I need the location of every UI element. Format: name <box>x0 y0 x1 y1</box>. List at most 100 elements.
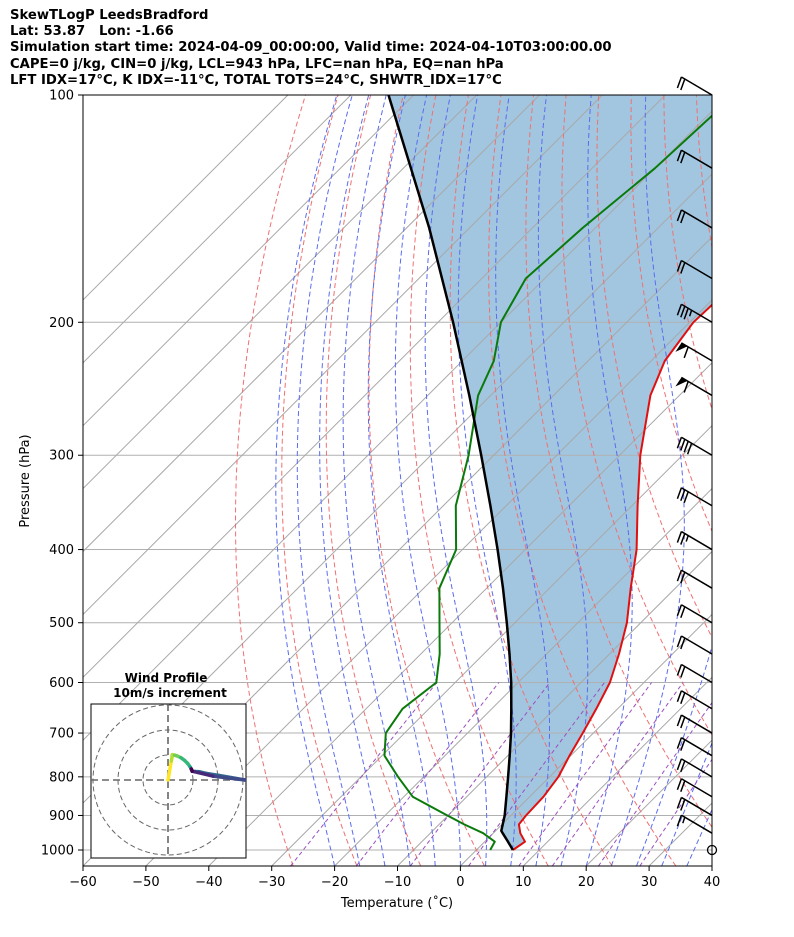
mixing-ratio-line <box>551 682 684 866</box>
isotherm-line <box>83 95 352 364</box>
barb-staff <box>681 758 713 778</box>
barb-full <box>680 606 686 618</box>
barb-full <box>676 690 683 703</box>
y-tick-label: 300 <box>49 449 74 464</box>
isotherm-line <box>460 613 712 866</box>
barb-full <box>683 440 689 453</box>
dry-adiabat <box>449 95 613 866</box>
y-tick-label: 200 <box>49 316 74 331</box>
moist-adiabat <box>367 95 436 866</box>
isotherm-line <box>83 95 540 553</box>
dry-adiabat <box>488 95 677 866</box>
inset-title: Wind Profile <box>125 671 208 685</box>
dry-adiabat <box>409 95 549 866</box>
barb-staff <box>681 663 713 684</box>
barb-full <box>683 308 689 320</box>
wind-barb <box>676 737 713 757</box>
barb-full <box>676 436 683 449</box>
isotherm-line <box>522 676 712 866</box>
wind-barb <box>676 604 713 624</box>
moist-adiabat <box>495 95 550 866</box>
cin-shade-area <box>388 95 712 850</box>
wind-barb <box>676 635 713 655</box>
dry-adiabat <box>561 95 712 736</box>
isotherm-line <box>775 95 794 866</box>
barb-staff <box>681 796 713 817</box>
barb-full <box>676 737 683 749</box>
wind-barb <box>675 342 713 362</box>
barb-staff <box>681 303 713 323</box>
barb-full <box>676 714 683 727</box>
barb-staff <box>681 814 713 834</box>
isotherm-line <box>711 865 712 866</box>
barb-full <box>676 76 683 89</box>
barb-full <box>680 637 686 650</box>
y-tick-label: 800 <box>49 770 74 785</box>
barb-full <box>686 442 693 455</box>
moist-adiabat <box>686 808 712 866</box>
dry-adiabat <box>762 95 794 866</box>
mixing-ratio-line <box>597 701 712 866</box>
y-tick-label: 100 <box>49 89 74 104</box>
x-tick-label: 30 <box>641 875 658 890</box>
barb-staff <box>681 209 713 229</box>
x-tick-label: −50 <box>132 875 159 890</box>
dry-adiabat <box>596 95 712 639</box>
dewpoint-profile-line <box>383 114 712 851</box>
barb-full <box>676 797 683 809</box>
moist-adiabat <box>585 95 633 866</box>
wind-barb <box>676 569 713 589</box>
isotherm-line <box>83 95 477 490</box>
isotherm-line <box>145 299 712 866</box>
barb-full <box>676 531 683 543</box>
barb-staff <box>681 604 713 624</box>
wind-barb <box>676 758 713 778</box>
y-tick-label: 1000 <box>41 844 74 859</box>
y-tick-label: 900 <box>49 809 74 824</box>
barb-full <box>680 151 686 164</box>
moist-adiabat <box>711 864 712 866</box>
x-tick-label: −30 <box>258 875 285 890</box>
barb-full <box>680 780 686 792</box>
y-axis-ticks: 1000 900 800 700 600 500 400 300 200 100 <box>41 89 83 859</box>
dry-adiabat <box>729 95 794 866</box>
barb-full <box>680 262 686 274</box>
dry-adiabat <box>235 95 306 866</box>
barb-full <box>680 571 686 584</box>
dry-adiabat <box>368 95 485 866</box>
moist-adiabat <box>319 95 386 866</box>
hodograph-segment <box>189 767 194 773</box>
indices-line-2: LFT IDX=17°C, K IDX=-11°C, TOTAL TOTS=24… <box>10 72 502 88</box>
y-axis-label: Pressure (hPa) <box>18 434 33 527</box>
moist-adiabat <box>342 95 411 866</box>
barb-staff <box>681 714 713 734</box>
barb-full <box>680 211 686 224</box>
x-axis-label: Temperature (˚C) <box>340 895 453 911</box>
profile-lines <box>383 95 712 851</box>
dry-adiabats <box>235 95 794 866</box>
isotherm-line <box>271 424 712 866</box>
barb-full <box>676 758 683 771</box>
x-tick-label: −20 <box>321 875 348 890</box>
wind-barb <box>676 259 713 280</box>
mixing-ratio-line <box>290 682 438 866</box>
barb-staff <box>681 259 713 280</box>
x-tick-label: 0 <box>456 875 464 890</box>
isotherm-line <box>83 95 289 301</box>
moist-adiabat <box>610 95 685 866</box>
barb-flag <box>675 377 688 387</box>
moist-adiabat <box>737 95 794 866</box>
wind-barb <box>676 530 713 551</box>
hodograph-segment <box>190 769 215 778</box>
hodograph-segment <box>166 759 174 782</box>
barb-full <box>676 604 683 616</box>
wind-barb <box>676 663 713 684</box>
barb-full <box>676 304 683 316</box>
dry-adiabat <box>525 95 712 828</box>
isotherm-line <box>83 95 666 679</box>
mixing-ratio-line <box>355 682 500 866</box>
inset-subtitle: 10m/s increment <box>113 686 227 700</box>
temperature-profile-line <box>512 303 712 851</box>
moist-adiabat <box>457 95 517 866</box>
barb-staff <box>681 436 713 456</box>
